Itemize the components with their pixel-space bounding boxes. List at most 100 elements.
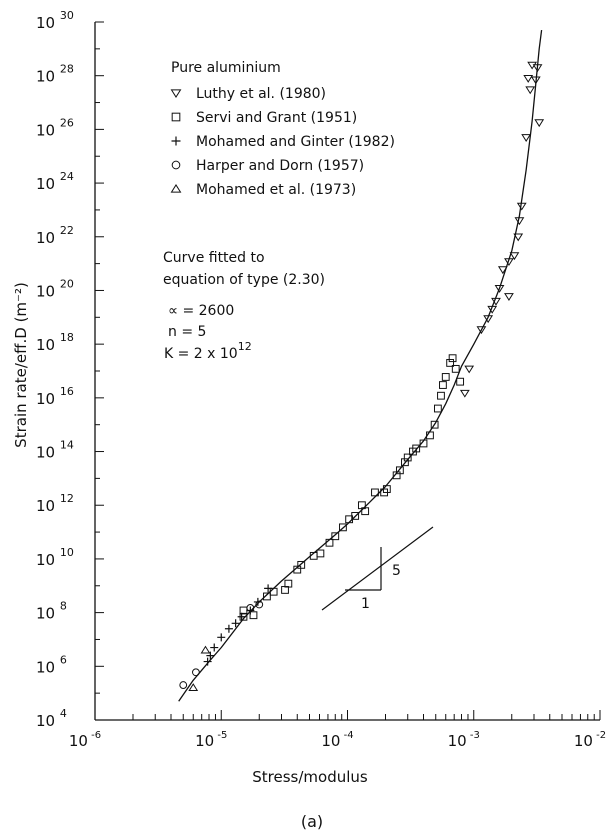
y-tick-label: 10 16 — [36, 385, 74, 408]
y-tick-label: 10 30 — [36, 9, 74, 32]
data-point-square — [269, 587, 278, 596]
slope-run-label: 1 — [361, 596, 370, 612]
y-tick-label: 10 20 — [36, 277, 74, 300]
data-point-triangle-down — [516, 202, 527, 211]
param-k: K = 2 x 1012 — [164, 340, 252, 362]
fit-note-line-1: Curve fitted to — [163, 250, 265, 266]
legend-title: Pure aluminium — [171, 60, 281, 76]
data-point-circle — [255, 600, 264, 609]
data-point-plus — [264, 584, 273, 593]
data-point-square — [316, 549, 325, 558]
legend-marker-plus — [171, 136, 181, 146]
tick-marks — [94, 21, 601, 721]
y-tick-label: 10 12 — [36, 492, 74, 515]
data-point-triangle-down — [504, 293, 514, 301]
tick-labels: 10 -6 10 -5 10 -4 10 -3 10 -2 10 4 10 6 10 8 10 … — [36, 9, 606, 750]
data-point-square — [351, 512, 360, 520]
data-point-plus — [203, 657, 212, 666]
legend-marker-triangle-down — [170, 89, 182, 98]
data-point-triangle-down — [532, 64, 543, 73]
data-point-triangle-down — [514, 217, 525, 226]
data-point-square — [293, 565, 302, 574]
data-point-square — [395, 466, 404, 475]
data-point-square — [437, 391, 445, 400]
legend-label: Servi and Grant (1951) — [196, 110, 357, 126]
data-point-circle — [192, 668, 200, 677]
data-point-triangle-down — [530, 76, 541, 85]
y-tick-label: 10 8 — [36, 600, 67, 623]
slope-triangle: 5 1 — [321, 526, 434, 612]
data-point-square — [456, 377, 465, 386]
data-point-square — [382, 485, 391, 493]
data-point-plus — [224, 624, 233, 633]
legend-marker-circle — [171, 160, 181, 170]
legend-marker-triangle-up — [170, 184, 182, 193]
data-point-triangle-down — [464, 365, 475, 374]
legend-label: Harper and Dorn (1957) — [196, 158, 364, 174]
data-point-triangle-down — [494, 285, 505, 293]
data-point-plus — [206, 651, 215, 660]
data-point-square — [263, 592, 271, 601]
y-tick-label: 10 18 — [36, 331, 74, 354]
data-point-circle — [246, 603, 255, 612]
data-point-plus — [253, 597, 262, 606]
data-point-square — [325, 538, 334, 547]
data-point-triangle-up — [188, 683, 199, 691]
data-point-triangle-down — [521, 134, 532, 143]
axes — [94, 22, 600, 721]
data-point-square — [419, 439, 428, 448]
data-point-plus — [237, 612, 246, 621]
slope-line — [321, 526, 434, 611]
data-point-triangle-down — [497, 266, 508, 275]
data-point-square — [361, 507, 370, 516]
legend-label: Mohamed et al. (1973) — [196, 182, 356, 198]
data-point-square — [284, 579, 293, 588]
data-point-square — [446, 359, 455, 367]
legend-label: Luthy et al. (1980) — [196, 86, 326, 102]
data-point-triangle-down — [509, 252, 520, 261]
x-tick-label: 10 -4 — [321, 730, 353, 750]
data-point-triangle-down — [523, 74, 534, 83]
y-tick-label: 10 28 — [36, 63, 74, 86]
data-point-square — [430, 420, 439, 429]
param-k-base: K = 2 x 10 — [164, 346, 238, 362]
legend-marker-square — [171, 112, 181, 122]
y-axis-title: Strain rate/eff.D (m⁻²) — [12, 282, 30, 448]
data-point-square — [439, 381, 447, 389]
data-point-triangle-down — [459, 389, 470, 398]
panel-label: (a) — [301, 812, 323, 831]
data-point-square — [403, 453, 412, 462]
fit-annotation: Curve fitted to equation of type (2.30) … — [163, 250, 325, 362]
data-point-square — [371, 488, 379, 497]
y-tick-label: 10 14 — [36, 439, 74, 462]
data-point-square — [331, 532, 340, 541]
legend-label: Mohamed and Ginter (1982) — [196, 134, 395, 150]
data-point-triangle-down — [513, 233, 524, 242]
data-point-triangle-down — [491, 297, 501, 306]
slope-rise-label: 5 — [392, 563, 401, 579]
data-point-square — [448, 354, 457, 363]
y-tick-label: 10 6 — [36, 653, 67, 676]
data-point-square — [412, 444, 421, 453]
y-tick-label: 10 4 — [36, 707, 67, 730]
x-axis-title: Stress/modulus — [252, 768, 368, 786]
data-points — [179, 61, 545, 691]
data-point-triangle-down — [487, 305, 498, 314]
x-tick-label: 10 -2 — [574, 730, 606, 750]
data-point-triangle-down — [483, 315, 494, 324]
data-point-square — [339, 523, 347, 532]
param-n: n = 5 — [168, 324, 206, 340]
data-point-square — [426, 431, 434, 440]
x-tick-label: 10 -6 — [69, 730, 101, 750]
data-point-square — [433, 404, 442, 413]
data-point-square — [441, 373, 450, 381]
data-point-plus — [210, 643, 219, 652]
data-point-square — [297, 560, 306, 569]
data-point-triangle-up — [200, 645, 211, 654]
data-point-square — [401, 458, 409, 467]
y-tick-label: 10 26 — [36, 116, 74, 139]
data-point-plus — [231, 619, 240, 628]
x-tick-label: 10 -5 — [195, 730, 227, 750]
y-tick-label: 10 24 — [36, 170, 74, 193]
